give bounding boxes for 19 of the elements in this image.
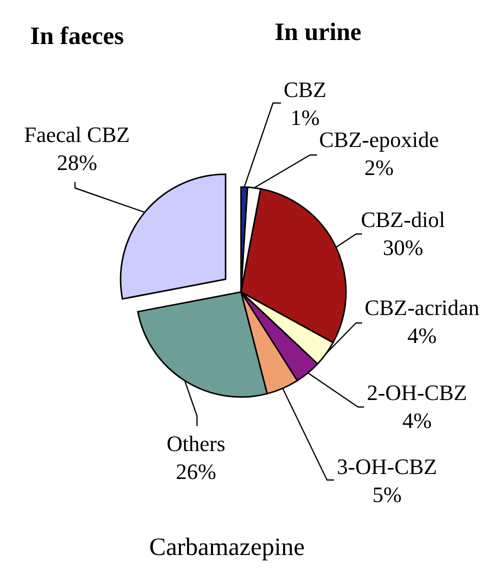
data-label: 30% — [382, 235, 424, 260]
text: In urine — [274, 19, 362, 46]
text: Carbamazepine — [148, 534, 306, 562]
slice-label: 3-OH-CBZ — [336, 454, 438, 479]
data-label: 4% — [407, 323, 437, 348]
data-label: 5% — [372, 482, 402, 507]
slice-label: CBZ — [284, 77, 326, 102]
data-label: 1% — [290, 105, 320, 130]
slice-label: Others — [166, 431, 226, 456]
data-label: 26% — [176, 459, 216, 484]
data-label: 4% — [402, 408, 432, 433]
slice-label: 2-OH-CBZ — [366, 380, 468, 405]
slice-label: CBZ-epoxide — [319, 127, 439, 152]
slice-label: CBZ-diol — [360, 207, 446, 232]
slice-label: CBZ-acridan — [364, 295, 480, 320]
data-label: 2% — [364, 155, 394, 180]
slice-label: Faecal CBZ — [24, 122, 130, 147]
data-label: 28% — [56, 150, 98, 175]
text: In faeces — [29, 23, 125, 50]
